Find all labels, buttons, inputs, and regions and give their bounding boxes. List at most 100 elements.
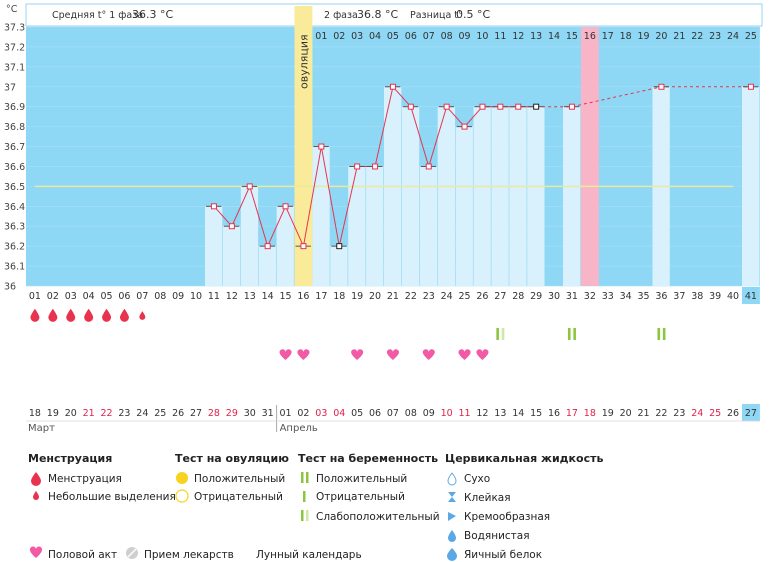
cycle-day-label: 01 <box>29 291 41 302</box>
cycle-day-label: 17 <box>315 291 327 302</box>
legend-cervical-dry: Сухо <box>464 473 490 485</box>
cycle-day-label: 39 <box>709 291 721 302</box>
legend-cervical-watery: Водянистая <box>464 530 530 542</box>
temperature-point <box>497 103 504 110</box>
phase-day-label: 05 <box>387 31 399 42</box>
medication-icon-stripe <box>127 548 137 558</box>
cycle-day-label: 40 <box>727 291 739 302</box>
phase2-value: 36.8 °C <box>357 8 398 21</box>
cycle-day-label: 35 <box>638 291 650 302</box>
cycle-day-label: 30 <box>548 291 560 302</box>
y-tick-label: 36.7 <box>4 142 25 153</box>
cycle-day-label: 37 <box>673 291 685 302</box>
cycle-day-label: 24 <box>441 291 453 302</box>
temperature-point <box>228 223 235 230</box>
calendar-date-label: 02 <box>297 408 309 419</box>
temperature-column <box>276 206 294 286</box>
calendar-date-label: 24 <box>136 408 148 419</box>
y-tick-label: 36.4 <box>4 202 25 213</box>
temperature-point <box>479 103 486 110</box>
menstruation-drop-icon <box>66 308 76 322</box>
calendar-date-label: 01 <box>280 408 292 419</box>
y-tick-label: 36.2 <box>4 242 25 253</box>
temperature-point <box>318 143 325 150</box>
temperature-column <box>563 106 581 286</box>
pregtest-positive-icon <box>662 328 666 340</box>
lunar-moon-icon <box>242 546 254 560</box>
cycle-day-label: 21 <box>387 291 399 302</box>
calendar-date-label: 13 <box>494 408 506 419</box>
phase1-label: Средняя t° 1 фаза <box>52 10 143 21</box>
ovutest-positive-icon <box>176 472 188 484</box>
intercourse-heart-icon <box>386 349 399 360</box>
temperature-point <box>425 163 432 170</box>
legend-pregtest-positive: Положительный <box>316 473 407 485</box>
legend-menstruation-title: Менструация <box>28 452 112 465</box>
cycle-day-label: 14 <box>262 291 274 302</box>
calendar-date-label: 11 <box>459 408 471 419</box>
calendar-date-label: 10 <box>441 408 453 419</box>
spotting-drop-icon <box>139 311 146 320</box>
y-tick-label: 36.8 <box>4 122 25 133</box>
calendar-date-label: 31 <box>262 408 274 419</box>
legend-ovutest-positive: Положительный <box>194 473 285 485</box>
pregtest-positive-icon <box>657 328 661 340</box>
menstruation-drop-icon <box>84 308 94 322</box>
temperature-point <box>515 103 522 110</box>
calendar-date-label: 07 <box>387 408 399 419</box>
month-label-2: Апрель <box>280 423 318 434</box>
temperature-column <box>437 106 455 286</box>
cycle-day-label: 34 <box>620 291 632 302</box>
temperature-point <box>264 243 271 250</box>
calendar-date-label: 16 <box>548 408 560 419</box>
cycle-day-label: 13 <box>244 291 256 302</box>
legend-cervical-title: Цервикальная жидкость <box>445 452 603 465</box>
temperature-point <box>461 123 468 130</box>
phase-day-label: 15 <box>566 31 578 42</box>
calendar-date-label: 03 <box>315 408 327 419</box>
y-tick-label: 36.5 <box>4 182 25 193</box>
pregtest-negative-icon <box>303 491 306 502</box>
calendar-date-label: 21 <box>83 408 95 419</box>
phase-day-label: 18 <box>620 31 632 42</box>
phase-day-label: 24 <box>727 31 739 42</box>
temperature-column <box>419 166 438 286</box>
phase-day-label: 25 <box>745 31 757 42</box>
intercourse-heart-icon <box>351 349 364 360</box>
temperature-point <box>747 83 754 90</box>
temperature-point <box>354 163 361 170</box>
cycle-day-label: 16 <box>297 291 309 302</box>
legend-medication: Прием лекарств <box>144 549 234 561</box>
intercourse-heart-icon <box>476 349 489 360</box>
y-tick-label: 37 <box>4 82 16 93</box>
calendar-date-label: 18 <box>29 408 41 419</box>
watery-drop-icon <box>448 530 456 542</box>
phase-day-label: 20 <box>655 31 667 42</box>
menstruation-drop-icon <box>119 308 129 322</box>
pregtest-positive-icon <box>501 328 505 340</box>
phase-day-label: 14 <box>548 31 560 42</box>
legend-pregtest-negative: Отрицательный <box>316 491 405 503</box>
y-tick-label: 36.1 <box>4 262 25 273</box>
calendar-date-label: 09 <box>423 408 435 419</box>
temperature-point <box>443 103 450 110</box>
period-marker-column <box>580 27 599 286</box>
phase-day-label: 12 <box>512 31 524 42</box>
cycle-day-label: 27 <box>494 291 506 302</box>
y-tick-label: 36.9 <box>4 102 25 113</box>
phase-day-label: 07 <box>423 31 435 42</box>
legend-spotting-item: Небольшие выделения <box>48 491 176 503</box>
calendar-date-label: 17 <box>566 408 578 419</box>
temperature-column <box>455 126 473 286</box>
y-tick-label: 36.6 <box>4 162 25 173</box>
temperature-point <box>336 243 343 250</box>
intercourse-heart-icon <box>458 349 471 360</box>
intercourse-heart-icon <box>422 349 435 360</box>
legend: Менструация Менструация Небольшие выделе… <box>28 452 603 561</box>
legend-cervical-eggwhite: Яичный белок <box>464 549 542 561</box>
phase-day-label: 19 <box>638 31 650 42</box>
temperature-column <box>742 86 760 287</box>
calendar-date-label: 23 <box>673 408 685 419</box>
cycle-day-label: 33 <box>602 291 614 302</box>
sticky-icon <box>448 492 456 502</box>
